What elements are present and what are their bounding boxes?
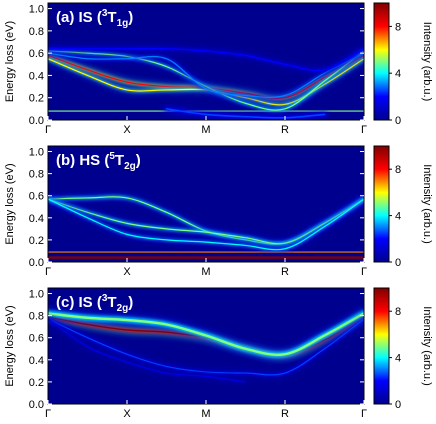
- colorbar: [373, 145, 390, 263]
- band-line-1: [48, 312, 364, 356]
- band-line-3: [48, 318, 247, 383]
- y-tick-label: 0.0: [29, 257, 44, 269]
- y-tick-label: 1.0: [29, 4, 44, 16]
- colorbar: [373, 287, 390, 405]
- colorbar-label: Intensity (arb.u.): [421, 306, 433, 385]
- colorbar-tick-label: 4: [395, 68, 401, 80]
- y-tick-label: 0.4: [29, 70, 44, 82]
- colorbar-tick-label: 8: [395, 164, 401, 176]
- colorbar-label: Intensity (arb.u.): [421, 164, 433, 243]
- panel-2: 0.0 0.2 0.4 0.6 0.8 1.0 Γ X M R Γ Energy loss (eV) (…: [4, 287, 433, 420]
- x-tick-label: M: [201, 124, 210, 136]
- y-axis-label: Energy loss (eV): [4, 21, 16, 102]
- x-tick-label: Γ: [45, 408, 51, 420]
- y-tick-label: 0.0: [29, 399, 44, 411]
- x-tick-label: R: [281, 124, 289, 136]
- x-tick-label: Γ: [45, 266, 51, 278]
- colorbar-label: Intensity (arb.u.): [421, 22, 433, 101]
- panel-title: (a) IS (3T1g): [56, 8, 133, 29]
- x-tick-label: X: [123, 408, 131, 420]
- y-tick-label: 1.0: [29, 289, 44, 301]
- x-tick-label: X: [123, 266, 131, 278]
- y-tick-label: 0.2: [29, 377, 44, 389]
- x-tick-label: M: [201, 266, 210, 278]
- bands: [48, 308, 364, 384]
- x-tick-label: X: [123, 124, 131, 136]
- band-line-6: [165, 108, 326, 119]
- y-tick-label: 0.0: [29, 115, 44, 127]
- y-tick-label: 0.8: [29, 311, 44, 323]
- y-tick-label: 0.6: [29, 191, 44, 203]
- band-line-4: [48, 198, 364, 251]
- panel-1: 0.0 0.2 0.4 0.6 0.8 1.0 Γ X M R Γ Energy loss (eV) (…: [4, 145, 433, 278]
- colorbar-tick-label: 8: [395, 306, 401, 318]
- y-tick-label: 0.4: [29, 355, 44, 367]
- y-tick-label: 0.6: [29, 333, 44, 345]
- panel-title: (c) IS (3T2g): [56, 293, 133, 314]
- x-tick-label: R: [281, 266, 289, 278]
- panel-0: 0.0 0.2 0.4 0.6 0.8 1.0 Γ X M R Γ Energy loss (eV) (…: [4, 2, 433, 136]
- y-tick-label: 0.8: [29, 169, 44, 181]
- band-line-2: [48, 318, 364, 376]
- colorbar-tick-label: 8: [395, 21, 401, 33]
- x-tick-label: M: [201, 408, 210, 420]
- y-tick-label: 0.6: [29, 48, 44, 60]
- y-axis-label: Energy loss (eV): [4, 163, 16, 244]
- plot-background: [48, 3, 364, 120]
- y-tick-label: 1.0: [29, 147, 44, 159]
- y-axis-label: Energy loss (eV): [4, 305, 16, 386]
- colorbar-tick-label: 0: [395, 257, 401, 269]
- colorbar-tick-label: 4: [395, 353, 401, 365]
- x-tick-label: Γ: [361, 266, 367, 278]
- colorbar-tick-label: 4: [395, 211, 401, 223]
- y-tick-label: 0.2: [29, 235, 44, 247]
- band-line-4: [48, 52, 364, 99]
- colorbar: [373, 2, 390, 121]
- x-tick-label: R: [281, 408, 289, 420]
- band-line-5: [48, 47, 364, 72]
- panel-title: (b) HS (5T2g): [56, 151, 141, 172]
- colorbar-tick-label: 0: [395, 115, 401, 127]
- y-tick-label: 0.8: [29, 26, 44, 38]
- x-tick-label: Γ: [45, 124, 51, 136]
- bands: [48, 45, 364, 120]
- band-line-3: [48, 198, 364, 245]
- x-tick-label: Γ: [361, 124, 367, 136]
- bands: [48, 194, 364, 262]
- x-tick-label: Γ: [361, 408, 367, 420]
- colorbar-tick-label: 0: [395, 399, 401, 411]
- y-tick-label: 0.4: [29, 213, 44, 225]
- y-tick-label: 0.2: [29, 93, 44, 105]
